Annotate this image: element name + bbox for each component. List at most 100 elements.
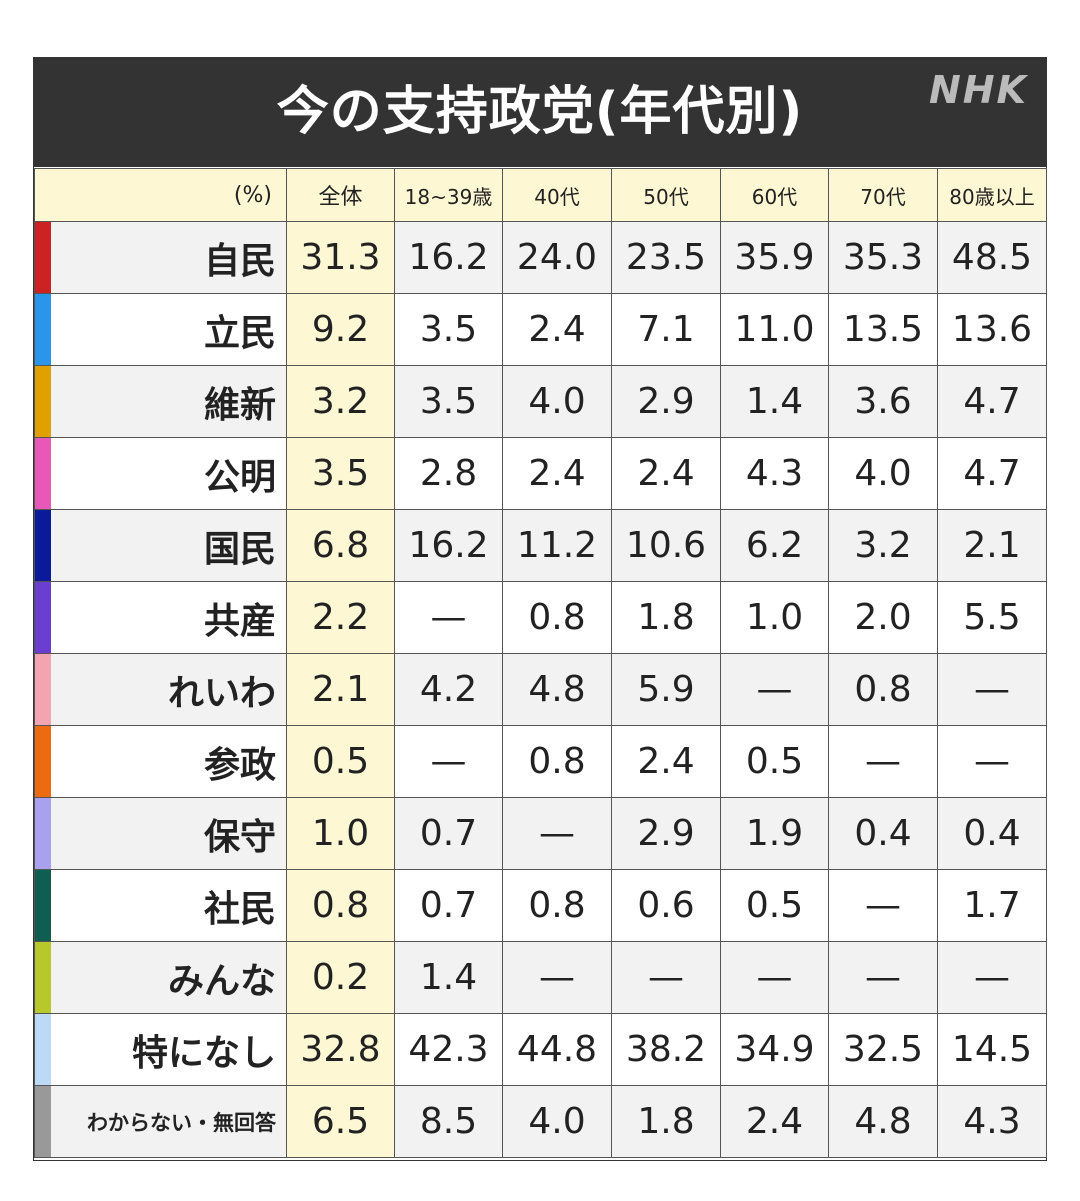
- value-cell: 2.8: [394, 437, 503, 510]
- value-cell: 1.9: [720, 797, 829, 870]
- party-cell: 公明: [34, 437, 287, 510]
- value-cell: 6.2: [720, 509, 829, 582]
- party-cell: れいわ: [34, 653, 287, 726]
- value-cell: 5.9: [611, 653, 721, 726]
- total-value-cell: 1.0: [286, 797, 395, 870]
- value-cell: 3.6: [828, 365, 938, 438]
- unit-label: (%): [34, 168, 287, 222]
- value-cell: 44.8: [502, 1013, 612, 1086]
- value-cell: 10.6: [611, 509, 721, 582]
- party-name: 共産: [203, 600, 276, 642]
- value-cell: 0.8: [828, 653, 938, 726]
- value-cell: 0.8: [502, 581, 612, 654]
- party-cell: 立民: [34, 293, 287, 366]
- value-cell: 0.7: [394, 869, 503, 942]
- party-color-swatch: [35, 582, 51, 653]
- column-header: 70代: [828, 168, 938, 222]
- table-row: 維新 3.2 3.5 4.0 2.9 1.4 3.6 4.7: [34, 365, 1047, 438]
- total-value-cell: 3.2: [286, 365, 395, 438]
- value-cell: 2.1: [937, 509, 1047, 582]
- value-cell: 14.5: [937, 1013, 1047, 1086]
- table-row: 社民 0.8 0.7 0.8 0.6 0.5—1.7: [34, 869, 1047, 942]
- party-name: 公明: [203, 456, 276, 498]
- value-cell: 0.6: [611, 869, 721, 942]
- value-cell: 0.7: [394, 797, 503, 870]
- value-cell: 0.5: [720, 725, 829, 798]
- party-cell: 社民: [34, 869, 287, 942]
- value-cell: 4.8: [502, 653, 612, 726]
- total-value-cell: 32.8: [286, 1013, 395, 1086]
- party-name: れいわ: [167, 672, 276, 714]
- table-row: 共産 2.2—0.8 1.8 1.0 2.0 5.5: [34, 581, 1047, 654]
- party-cell: 特になし: [34, 1013, 287, 1086]
- column-header: 50代: [611, 168, 721, 222]
- party-color-swatch: [35, 222, 51, 293]
- value-cell: —: [937, 941, 1047, 1014]
- table-row: 国民 6.8 16.2 11.2 10.6 6.2 3.2 2.1: [34, 509, 1047, 582]
- party-name: 立民: [203, 312, 276, 354]
- table-row: 公明 3.5 2.8 2.4 2.4 4.3 4.0 4.7: [34, 437, 1047, 510]
- party-color-swatch: [35, 942, 51, 1013]
- total-value-cell: 3.5: [286, 437, 395, 510]
- value-cell: 2.4: [720, 1085, 829, 1158]
- total-value-cell: 9.2: [286, 293, 395, 366]
- value-cell: 0.8: [502, 725, 612, 798]
- value-cell: 2.4: [502, 293, 612, 366]
- value-cell: 48.5: [937, 221, 1047, 294]
- value-cell: 7.1: [611, 293, 721, 366]
- value-cell: 0.4: [937, 797, 1047, 870]
- party-cell: 参政: [34, 725, 287, 798]
- total-value-cell: 2.2: [286, 581, 395, 654]
- value-cell: —: [937, 653, 1047, 726]
- value-cell: 1.7: [937, 869, 1047, 942]
- value-cell: 2.4: [611, 437, 721, 510]
- value-cell: 4.7: [937, 437, 1047, 510]
- value-cell: 42.3: [394, 1013, 503, 1086]
- total-value-cell: 0.5: [286, 725, 395, 798]
- value-cell: —: [720, 941, 829, 1014]
- party-name: みんな: [167, 960, 276, 1002]
- total-value-cell: 0.8: [286, 869, 395, 942]
- value-cell: 3.5: [394, 293, 503, 366]
- party-color-swatch: [35, 1086, 51, 1157]
- party-cell: みんな: [34, 941, 287, 1014]
- party-name: 維新: [203, 384, 276, 426]
- value-cell: 34.9: [720, 1013, 829, 1086]
- column-header: 18~39歳: [394, 168, 503, 222]
- value-cell: —: [828, 725, 938, 798]
- value-cell: 4.2: [394, 653, 503, 726]
- column-header: 80歳以上: [937, 168, 1047, 222]
- party-name: 特になし: [131, 1032, 276, 1074]
- value-cell: 24.0: [502, 221, 612, 294]
- party-name: 参政: [203, 744, 276, 786]
- total-value-cell: 0.2: [286, 941, 395, 1014]
- value-cell: 16.2: [394, 221, 503, 294]
- value-cell: —: [502, 941, 612, 1014]
- party-color-swatch: [35, 438, 51, 509]
- value-cell: 13.5: [828, 293, 938, 366]
- value-cell: —: [394, 725, 503, 798]
- table-row: 参政 0.5—0.8 2.4 0.5— —: [34, 725, 1047, 798]
- value-cell: 1.4: [720, 365, 829, 438]
- total-value-cell: 31.3: [286, 221, 395, 294]
- value-cell: 1.8: [611, 1085, 721, 1158]
- value-cell: —: [502, 797, 612, 870]
- table-row: わからない・無回答 6.5 8.5 4.0 1.8 2.4 4.8 4.3: [34, 1085, 1047, 1158]
- value-cell: 1.8: [611, 581, 721, 654]
- party-cell: 共産: [34, 581, 287, 654]
- value-cell: —: [611, 941, 721, 1014]
- value-cell: 3.5: [394, 365, 503, 438]
- value-cell: 4.7: [937, 365, 1047, 438]
- value-cell: 2.9: [611, 797, 721, 870]
- value-cell: 3.2: [828, 509, 938, 582]
- value-cell: —: [394, 581, 503, 654]
- party-name: わからない・無回答: [87, 1110, 276, 1135]
- party-color-swatch: [35, 654, 51, 725]
- value-cell: 23.5: [611, 221, 721, 294]
- party-color-swatch: [35, 510, 51, 581]
- party-color-swatch: [35, 870, 51, 941]
- column-header: 全体: [286, 168, 395, 222]
- value-cell: 35.9: [720, 221, 829, 294]
- table-row: みんな 0.2 1.4— — — — —: [34, 941, 1047, 1014]
- table-row: 保守 1.0 0.7—2.9 1.9 0.4 0.4: [34, 797, 1047, 870]
